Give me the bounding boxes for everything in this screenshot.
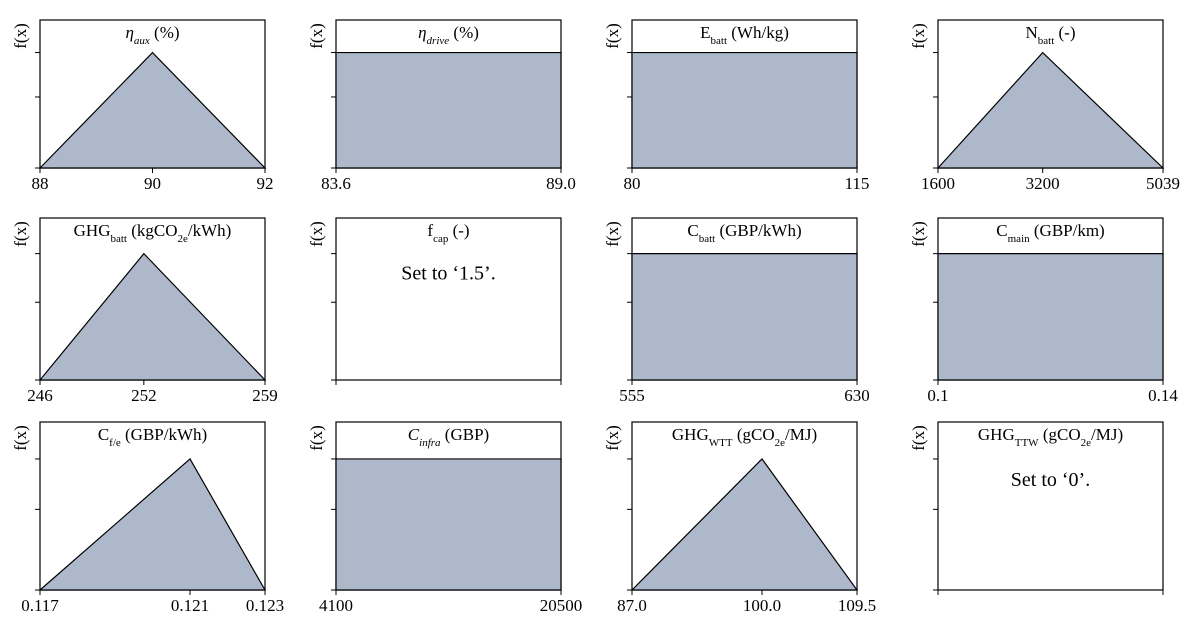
- y-axis-label: f(x): [307, 425, 326, 450]
- distribution-area: [335, 51, 562, 169]
- x-tick-label: 259: [252, 386, 278, 405]
- x-tick-label: 4100: [319, 596, 353, 615]
- y-axis-label: f(x): [909, 221, 928, 246]
- panel-title: Ebatt (Wh/kg): [700, 23, 789, 47]
- panel-12: f(x) GHGTTW (gCO2e/MJ) Set to ‘0’.: [909, 421, 1164, 595]
- x-tick-label: 83.6: [321, 174, 351, 193]
- x-tick-label: 252: [131, 386, 157, 405]
- x-tick-label: 630: [844, 386, 870, 405]
- panel-1: f(x) ηaux (%) 88 90 92: [11, 19, 274, 193]
- panel-title: GHGWTT (gCO2e/MJ): [672, 425, 817, 449]
- panel-title: Cbatt (GBP/kWh): [687, 221, 801, 245]
- x-tick-label: 246: [27, 386, 53, 405]
- distribution-area: [936, 51, 1165, 169]
- x-tick-label: 88: [32, 174, 49, 193]
- x-tick-label: 87.0: [617, 596, 647, 615]
- panel-6: f(x) fcap (-) Set to ‘1.5’.: [307, 217, 562, 385]
- x-tick-label: 90: [144, 174, 161, 193]
- panel-title: Nbatt (-): [1025, 23, 1075, 47]
- x-tick-label: 5039: [1146, 174, 1180, 193]
- x-tick-label: 0.14: [1148, 386, 1178, 405]
- panel-title: Cinfra (GBP): [408, 425, 489, 449]
- panel-2: f(x) ηdrive (%) 83.6 89.0: [307, 19, 576, 193]
- panel-title: GHGbatt (kgCO2e/kWh): [74, 221, 232, 245]
- x-tick-label: 80: [624, 174, 641, 193]
- x-tick-label: 3200: [1026, 174, 1060, 193]
- y-axis-label: f(x): [909, 425, 928, 450]
- panel-title: fcap (-): [427, 221, 469, 245]
- panel-4: f(x) Nbatt (-) 1600 3200 5039: [909, 19, 1180, 193]
- panel-3: f(x) Ebatt (Wh/kg) 80 115: [603, 19, 870, 193]
- panel-title: ηaux (%): [125, 23, 179, 47]
- y-axis-label: f(x): [603, 425, 622, 450]
- y-axis-label: f(x): [603, 221, 622, 246]
- x-tick-label: 115: [845, 174, 870, 193]
- distribution-area: [631, 253, 858, 381]
- panel-title: Cmain (GBP/km): [996, 221, 1104, 245]
- panel-title: GHGTTW (gCO2e/MJ): [978, 425, 1123, 449]
- y-axis-label: f(x): [11, 221, 30, 246]
- panel-7: f(x) Cbatt (GBP/kWh) 555 630: [603, 217, 870, 405]
- fixed-value-note: Set to ‘0’.: [1011, 469, 1090, 491]
- x-tick-label: 1600: [921, 174, 955, 193]
- panel-title: ηdrive (%): [418, 23, 479, 47]
- x-tick-label: 92: [257, 174, 274, 193]
- distribution-area: [335, 458, 562, 591]
- panel-9: f(x) Cf/e (GBP/kWh) 0.117 0.121 0.123: [11, 421, 284, 615]
- y-axis-label: f(x): [11, 425, 30, 450]
- distribution-area: [38, 458, 267, 591]
- y-axis-label: f(x): [909, 23, 928, 48]
- distribution-area: [631, 51, 858, 169]
- panel-10: f(x) Cinfra (GBP) 4100 20500: [307, 421, 583, 615]
- fixed-value-note: Set to ‘1.5’.: [401, 263, 495, 285]
- x-tick-label: 0.121: [171, 596, 209, 615]
- x-tick-label: 20500: [540, 596, 583, 615]
- x-tick-label: 100.0: [743, 596, 781, 615]
- panel-5: f(x) GHGbatt (kgCO2e/kWh) 246 252 259: [11, 217, 278, 405]
- panel-8: f(x) Cmain (GBP/km) 0.1 0.14: [909, 217, 1178, 405]
- x-tick-label: 109.5: [838, 596, 876, 615]
- panel-title: Cf/e (GBP/kWh): [98, 425, 207, 449]
- y-axis-label: f(x): [11, 23, 30, 48]
- panel-frame: [937, 421, 1164, 591]
- distribution-area: [630, 458, 859, 591]
- y-axis-label: f(x): [307, 221, 326, 246]
- x-tick-label: 89.0: [546, 174, 576, 193]
- y-axis-label: f(x): [307, 23, 326, 48]
- panel-11: f(x) GHGWTT (gCO2e/MJ) 87.0 100.0 109.5: [603, 421, 876, 615]
- x-tick-label: 0.1: [927, 386, 948, 405]
- x-tick-label: 0.117: [21, 596, 59, 615]
- distribution-area: [937, 253, 1164, 381]
- x-tick-label: 555: [619, 386, 645, 405]
- x-tick-label: 0.123: [246, 596, 284, 615]
- panel-frame: [335, 217, 562, 381]
- y-axis-label: f(x): [603, 23, 622, 48]
- distribution-area: [38, 252, 267, 381]
